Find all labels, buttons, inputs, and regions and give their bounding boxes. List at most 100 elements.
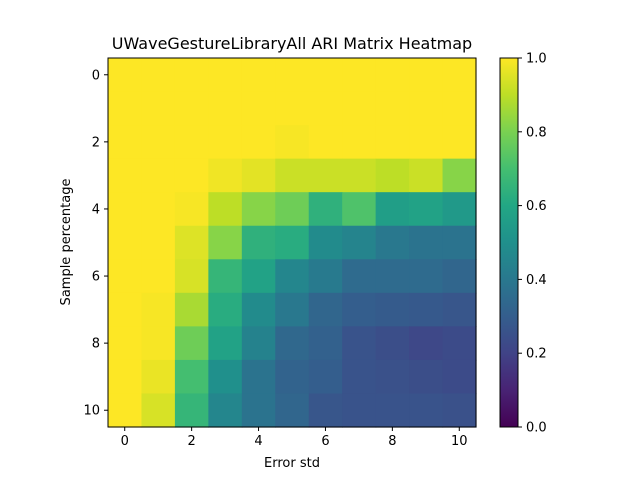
heatmap-cell <box>275 292 310 327</box>
y-tick-label: 4 <box>92 202 100 217</box>
heatmap-cell <box>174 225 209 260</box>
heatmap-cell <box>241 225 276 260</box>
heatmap-cell <box>275 192 310 227</box>
heatmap-cell <box>141 58 176 93</box>
heatmap-cell <box>442 225 477 260</box>
heatmap-cell <box>208 192 243 227</box>
heatmap-cell <box>174 326 209 361</box>
heatmap-cell <box>375 192 410 227</box>
heatmap-cell <box>108 359 143 395</box>
heatmap-cell <box>275 58 310 93</box>
heatmap-cell <box>174 292 209 327</box>
heatmap-cell <box>308 393 343 428</box>
x-tick-label: 10 <box>451 434 468 449</box>
heatmap-cell <box>174 192 209 227</box>
heatmap-cell <box>308 225 343 260</box>
heatmap-cell <box>409 292 444 327</box>
heatmap-cell <box>375 326 410 361</box>
heatmap-cell <box>108 58 143 93</box>
heatmap-cell <box>174 393 209 428</box>
heatmap-cell <box>308 292 343 327</box>
y-tick-label: 2 <box>92 135 100 150</box>
heatmap-cell <box>342 393 377 428</box>
heatmap-cell <box>208 359 243 395</box>
heatmap-cell <box>208 58 243 93</box>
heatmap-cell <box>442 259 477 294</box>
heatmap-cell <box>409 326 444 361</box>
heatmap-cell <box>174 125 209 160</box>
colorbar-tick-label: 0.2 <box>526 347 547 362</box>
x-tick-label: 8 <box>388 434 396 449</box>
heatmap-cell <box>241 326 276 361</box>
y-axis-ticks: 0 2 4 6 8 10 <box>83 68 108 419</box>
heatmap-cell <box>141 91 176 126</box>
heatmap-cell <box>208 91 243 126</box>
heatmap-cell <box>342 326 377 361</box>
heatmap-cell <box>308 359 343 395</box>
heatmap-cell <box>409 259 444 294</box>
heatmap-cell <box>141 192 176 227</box>
heatmap-cell <box>442 91 477 126</box>
heatmap-cell <box>375 259 410 294</box>
heatmap-cell <box>275 259 310 294</box>
heatmap-cell <box>108 326 143 361</box>
heatmap-cell <box>275 225 310 260</box>
colorbar-ticks: 0.0 0.2 0.4 0.6 0.8 1.0 <box>518 52 547 436</box>
heatmap-cell <box>409 192 444 227</box>
heatmap-cell <box>174 259 209 294</box>
heatmap-cell <box>108 259 143 294</box>
colorbar-tick-label: 0.8 <box>526 125 547 140</box>
heatmap-cell <box>275 158 310 193</box>
heatmap-cell <box>342 292 377 327</box>
y-tick-label: 6 <box>92 270 100 285</box>
heatmap-cells <box>108 58 477 428</box>
heatmap-cell <box>442 292 477 327</box>
heatmap-cell <box>108 158 143 193</box>
heatmap-cell <box>141 225 176 260</box>
heatmap-cell <box>308 259 343 294</box>
heatmap-cell <box>409 58 444 93</box>
x-tick-label: 0 <box>121 434 129 449</box>
heatmap-cell <box>141 125 176 160</box>
heatmap-cell <box>174 58 209 93</box>
colorbar-tick-label: 0.6 <box>526 199 547 214</box>
heatmap-cell <box>108 125 143 160</box>
heatmap-cell <box>241 393 276 428</box>
x-axis-label: Error std <box>264 456 320 471</box>
heatmap-cell <box>141 259 176 294</box>
heatmap-cell <box>342 158 377 193</box>
heatmap-cell <box>342 225 377 260</box>
y-axis-label: Sample percentage <box>59 179 74 306</box>
heatmap-cell <box>141 326 176 361</box>
heatmap-cell <box>241 91 276 126</box>
heatmap-cell <box>442 393 477 428</box>
colorbar <box>499 57 519 428</box>
heatmap-cell <box>308 158 343 193</box>
heatmap-cell <box>108 292 143 327</box>
heatmap-cell <box>409 225 444 260</box>
heatmap-cell <box>208 393 243 428</box>
heatmap-cell <box>342 125 377 160</box>
heatmap-cell <box>275 359 310 395</box>
heatmap-cell <box>442 158 477 193</box>
heatmap-cell <box>442 192 477 227</box>
heatmap-cell <box>241 125 276 160</box>
heatmap-cell <box>208 292 243 327</box>
heatmap-cell <box>342 91 377 126</box>
heatmap-cell <box>442 326 477 361</box>
heatmap-cell <box>108 192 143 227</box>
x-axis-ticks: 0 2 4 6 8 10 <box>121 427 468 449</box>
heatmap-cell <box>409 393 444 428</box>
colorbar-tick-label: 1.0 <box>526 52 547 67</box>
heatmap-cell <box>275 393 310 428</box>
heatmap-cell <box>442 125 477 160</box>
heatmap-cell <box>174 91 209 126</box>
heatmap-cell <box>108 225 143 260</box>
heatmap-cell <box>108 393 143 428</box>
heatmap-cell <box>442 58 477 93</box>
heatmap-cell <box>375 58 410 93</box>
heatmap-cell <box>241 158 276 193</box>
heatmap-cell <box>375 225 410 260</box>
